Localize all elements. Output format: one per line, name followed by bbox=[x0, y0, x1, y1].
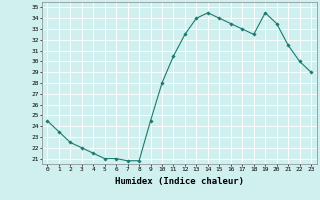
X-axis label: Humidex (Indice chaleur): Humidex (Indice chaleur) bbox=[115, 177, 244, 186]
